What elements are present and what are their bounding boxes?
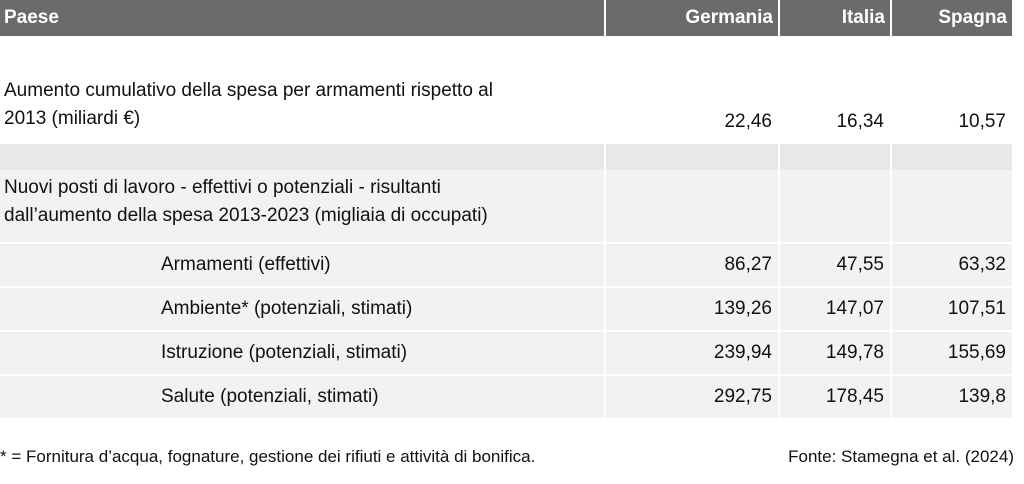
- spacer: [0, 36, 1012, 76]
- row-label: Ambiente* (potenziali, stimati): [0, 288, 604, 330]
- table-row: Ambiente* (potenziali, stimati) 139,26 1…: [0, 286, 1012, 330]
- separator-row: [0, 144, 1012, 170]
- spending-label-line2: 2013 (miliardi €): [4, 108, 141, 129]
- cell-spagna: 155,69: [890, 332, 1012, 374]
- table-row: Armamenti (effettivi) 86,27 47,55 63,32: [0, 242, 1012, 286]
- source-note: Fonte: Stamegna et al. (2024): [788, 447, 1014, 466]
- jobs-label: Nuovi posti di lavoro - effettivi o pote…: [0, 170, 604, 242]
- cell-italia: 47,55: [778, 244, 890, 286]
- cell-spagna: 107,51: [890, 288, 1012, 330]
- spending-label-line1: Aumento cumulativo della spesa per armam…: [4, 80, 493, 101]
- footnote: * = Fornitura d’acqua, fognature, gestio…: [0, 447, 536, 466]
- cell-italia: 147,07: [778, 288, 890, 330]
- cell-germania: 139,26: [604, 288, 778, 330]
- cell-spagna: 139,8: [890, 376, 1012, 418]
- row-label: Istruzione (potenziali, stimati): [0, 332, 604, 374]
- row-label: Salute (potenziali, stimati): [0, 376, 604, 418]
- table-row-jobs-heading: Nuovi posti di lavoro - effettivi o pote…: [0, 170, 1012, 242]
- spending-spagna: 10,57: [890, 76, 1012, 141]
- header-spagna: Spagna: [890, 0, 1012, 36]
- cell-germania: 239,94: [604, 332, 778, 374]
- table-row-spending: Aumento cumulativo della spesa per armam…: [0, 76, 1012, 141]
- header-germania: Germania: [604, 0, 778, 36]
- spending-label: Aumento cumulativo della spesa per armam…: [0, 76, 604, 141]
- table-row: Istruzione (potenziali, stimati) 239,94 …: [0, 330, 1012, 374]
- jobs-label-line2: dall’aumento della spesa 2013-2023 (migl…: [4, 205, 488, 226]
- jobs-label-line1: Nuovi posti di lavoro - effettivi o pote…: [4, 177, 441, 198]
- header-italia: Italia: [778, 0, 890, 36]
- row-label: Armamenti (effettivi): [0, 244, 604, 286]
- data-table: Paese Germania Italia Spagna Aumento cum…: [0, 0, 1012, 418]
- spending-germania: 22,46: [604, 76, 778, 141]
- header-country-label: Paese: [4, 7, 59, 28]
- table-header-row: Paese Germania Italia Spagna: [0, 0, 1012, 36]
- cell-italia: 178,45: [778, 376, 890, 418]
- cell-germania: 292,75: [604, 376, 778, 418]
- spending-italia: 16,34: [778, 76, 890, 141]
- cell-germania: 86,27: [604, 244, 778, 286]
- cell-italia: 149,78: [778, 332, 890, 374]
- table-row: Salute (potenziali, stimati) 292,75 178,…: [0, 374, 1012, 418]
- cell-spagna: 63,32: [890, 244, 1012, 286]
